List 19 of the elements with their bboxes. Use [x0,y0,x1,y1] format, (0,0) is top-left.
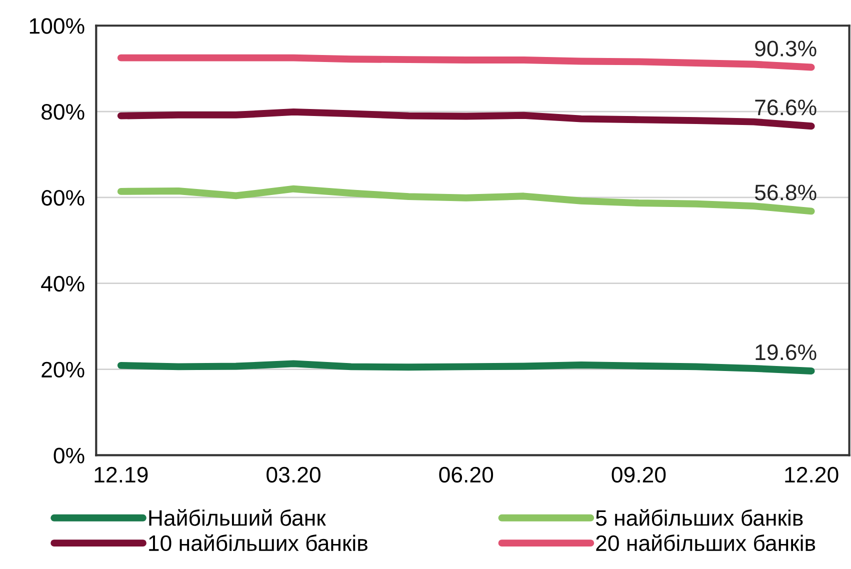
y-tick-label: 80% [42,104,84,120]
x-tick-label: 06.20 [439,466,494,483]
y-tick-label: 100% [30,18,84,34]
y-tick-label: 20% [42,362,84,378]
legend-label: Найбільший банк [149,509,326,526]
legend-label: 10 найбільших банків [149,534,368,552]
y-tick-label: 0% [54,448,84,464]
y-tick-label: 60% [42,190,84,206]
data-label: 90.3% [755,40,816,56]
y-tick-label: 40% [41,276,84,292]
data-label: 76.6% [755,100,816,116]
x-tick-label: 12.19 [94,466,148,483]
x-tick-label: 12.20 [785,466,838,483]
legend-label: 5 найбільших банків [596,509,803,526]
data-label: 19.6% [756,344,816,360]
legend-label: 20 найбільших банків [596,534,816,552]
x-tick-label: 03.20 [266,466,320,483]
x-tick-label: 09.20 [612,466,666,483]
data-label: 56.8% [754,184,816,200]
